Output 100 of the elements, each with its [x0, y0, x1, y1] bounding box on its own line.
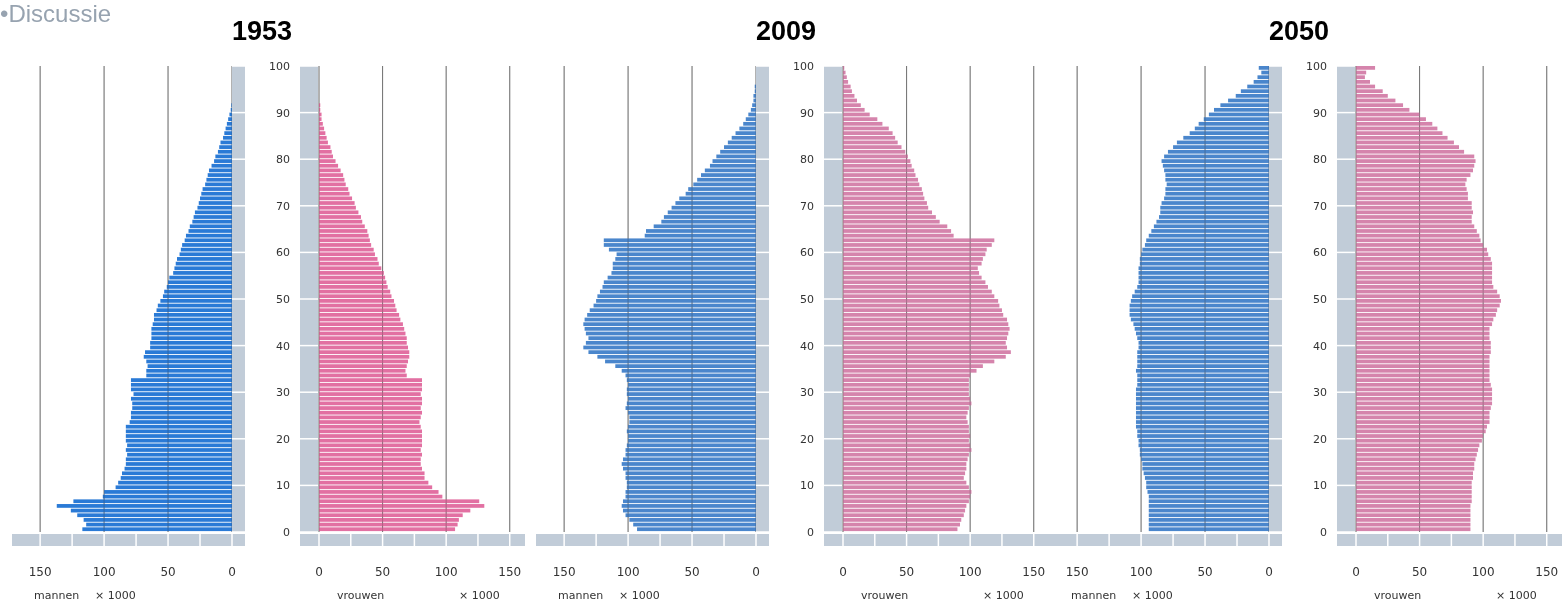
y-tick-label: 70 — [1313, 199, 1327, 213]
y-tick-label: 100 — [1306, 60, 1327, 73]
bar — [1135, 396, 1269, 401]
x-tick-label: 50 — [160, 565, 176, 579]
bar — [1356, 350, 1491, 355]
bar — [319, 499, 480, 504]
bar — [319, 233, 369, 238]
bar — [319, 117, 322, 122]
bar — [843, 527, 958, 532]
y-tick-label: 10 — [276, 479, 290, 493]
bar — [206, 177, 232, 182]
x-tick-label: 0 — [752, 565, 760, 579]
bar — [180, 247, 232, 252]
bar — [319, 219, 363, 224]
bar — [174, 266, 232, 271]
bar — [150, 340, 232, 345]
text: × 1000 — [1132, 589, 1173, 602]
bar — [1142, 466, 1269, 471]
bar — [125, 424, 232, 429]
x-tick-label: 150 — [28, 565, 52, 579]
bar — [226, 121, 232, 126]
bar — [1356, 322, 1493, 327]
bar — [1129, 312, 1269, 317]
y-tick-label: 100 — [269, 60, 290, 73]
y-tick-label: 20 — [800, 432, 814, 446]
bar — [843, 117, 878, 122]
bar — [1141, 252, 1269, 257]
bar — [1138, 340, 1269, 345]
bar — [319, 312, 400, 317]
x-axis-title: mannen — [1071, 589, 1117, 602]
text: × 1000 — [459, 589, 500, 602]
bar — [1356, 238, 1481, 243]
bar — [1156, 219, 1269, 224]
bar — [625, 471, 756, 476]
bar — [843, 89, 852, 94]
bar — [843, 466, 967, 471]
bar — [585, 340, 756, 345]
bar — [1167, 149, 1269, 154]
bar — [671, 205, 756, 210]
bar — [319, 252, 375, 257]
bar — [319, 429, 422, 434]
x-tick-label: 100 — [958, 565, 982, 579]
bar — [143, 354, 232, 359]
bar — [319, 354, 410, 359]
bar — [146, 368, 232, 373]
bar — [118, 480, 232, 485]
bar — [319, 177, 345, 182]
x-tick-label: 150 — [552, 565, 576, 579]
bar — [843, 336, 1008, 341]
text: •Discussie — [0, 0, 112, 27]
bar — [130, 410, 232, 415]
bar — [1129, 308, 1269, 313]
bar — [124, 466, 232, 471]
bar — [843, 252, 986, 257]
bar — [1356, 368, 1490, 373]
x-tick-label: 150 — [1535, 565, 1559, 579]
bar — [1356, 294, 1500, 299]
bar — [319, 149, 332, 154]
bar — [1356, 340, 1491, 345]
bar — [319, 322, 403, 327]
bar — [156, 308, 232, 313]
bar — [843, 103, 861, 108]
bar — [1356, 205, 1472, 210]
y-tick-label: 40 — [800, 339, 814, 353]
bar — [319, 452, 422, 457]
bar — [753, 98, 756, 103]
bar — [125, 429, 232, 434]
bar — [179, 252, 232, 257]
bar — [151, 326, 232, 331]
bar — [1356, 312, 1496, 317]
bar — [130, 396, 232, 401]
y-tick-label: 20 — [1313, 432, 1327, 446]
bar — [1258, 66, 1269, 70]
bar — [1146, 238, 1269, 243]
bar — [217, 149, 232, 154]
bar — [125, 457, 232, 462]
bar — [122, 471, 232, 476]
bar — [319, 294, 392, 299]
bar — [1356, 485, 1472, 490]
x-tick-label: 100 — [1471, 565, 1495, 579]
bar — [843, 70, 846, 75]
y-tick-label: 80 — [276, 153, 290, 167]
bar — [745, 117, 756, 122]
bar — [1356, 196, 1468, 201]
bar — [843, 485, 969, 490]
bar — [843, 457, 968, 462]
bar — [720, 149, 756, 154]
chart-title: 2050 — [1269, 16, 1330, 46]
text: × 1000 — [1496, 589, 1537, 602]
bar — [192, 219, 232, 224]
x-axis-title: mannen — [34, 589, 80, 602]
bar — [229, 112, 232, 117]
bar — [843, 312, 1004, 317]
bar — [319, 396, 422, 401]
bar — [1356, 191, 1468, 196]
bar — [1356, 210, 1473, 215]
bar — [625, 513, 756, 518]
x-axis-title: vrouwen — [861, 589, 909, 602]
x-tick-label: 0 — [839, 565, 847, 579]
bar — [603, 238, 756, 243]
